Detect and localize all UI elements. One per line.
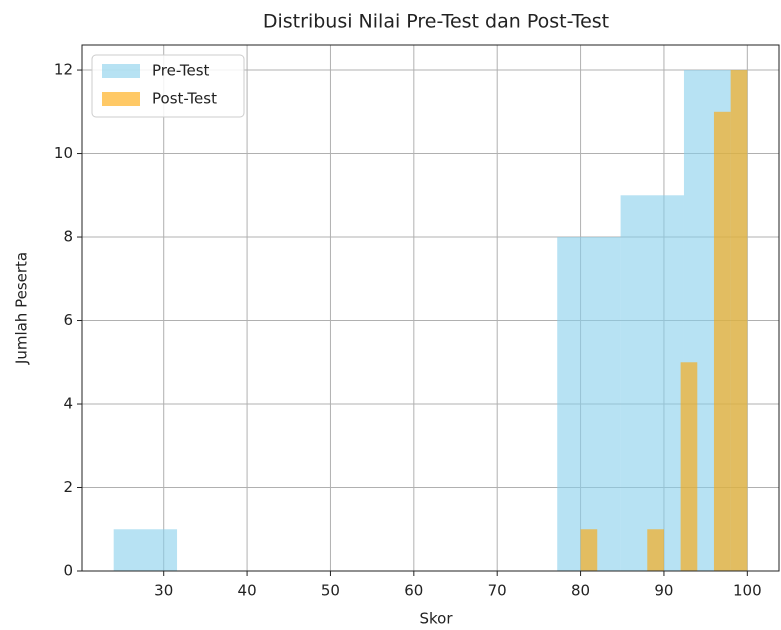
chart-title: Distribusi Nilai Pre-Test dan Post-Test — [263, 11, 609, 33]
y-tick-label: 6 — [63, 311, 73, 329]
x-tick-label: 40 — [238, 582, 257, 600]
x-tick-label: 100 — [733, 582, 762, 600]
x-tick-label: 30 — [154, 582, 173, 600]
y-tick-label: 2 — [63, 478, 73, 496]
y-tick-label: 0 — [63, 562, 73, 580]
x-tick-label: 50 — [321, 582, 340, 600]
legend-label: Post-Test — [152, 90, 217, 108]
x-tick-label: 80 — [571, 582, 590, 600]
x-tick-label: 60 — [404, 582, 423, 600]
legend-label: Pre-Test — [152, 62, 210, 80]
legend-swatch — [102, 64, 140, 78]
plot-frame — [81, 44, 780, 572]
histogram-bar — [620, 195, 684, 572]
histogram-bar — [730, 70, 748, 572]
x-tick-label: 90 — [654, 582, 673, 600]
x-axis-label: Skor — [419, 610, 453, 628]
y-tick-label: 10 — [54, 144, 73, 162]
histogram-bar — [557, 237, 621, 572]
histogram-bar — [580, 529, 598, 571]
histogram-bar — [647, 529, 664, 571]
y-tick-label: 8 — [63, 228, 73, 246]
y-tick-label: 12 — [54, 61, 73, 79]
histogram-bar — [113, 529, 178, 571]
y-axis-label: Jumlah Peserta — [13, 252, 31, 365]
y-tick-label: 4 — [63, 395, 73, 413]
histogram-bar — [713, 111, 731, 572]
legend-swatch — [102, 92, 140, 106]
x-tick-label: 70 — [488, 582, 507, 600]
histogram-bar — [680, 362, 698, 571]
